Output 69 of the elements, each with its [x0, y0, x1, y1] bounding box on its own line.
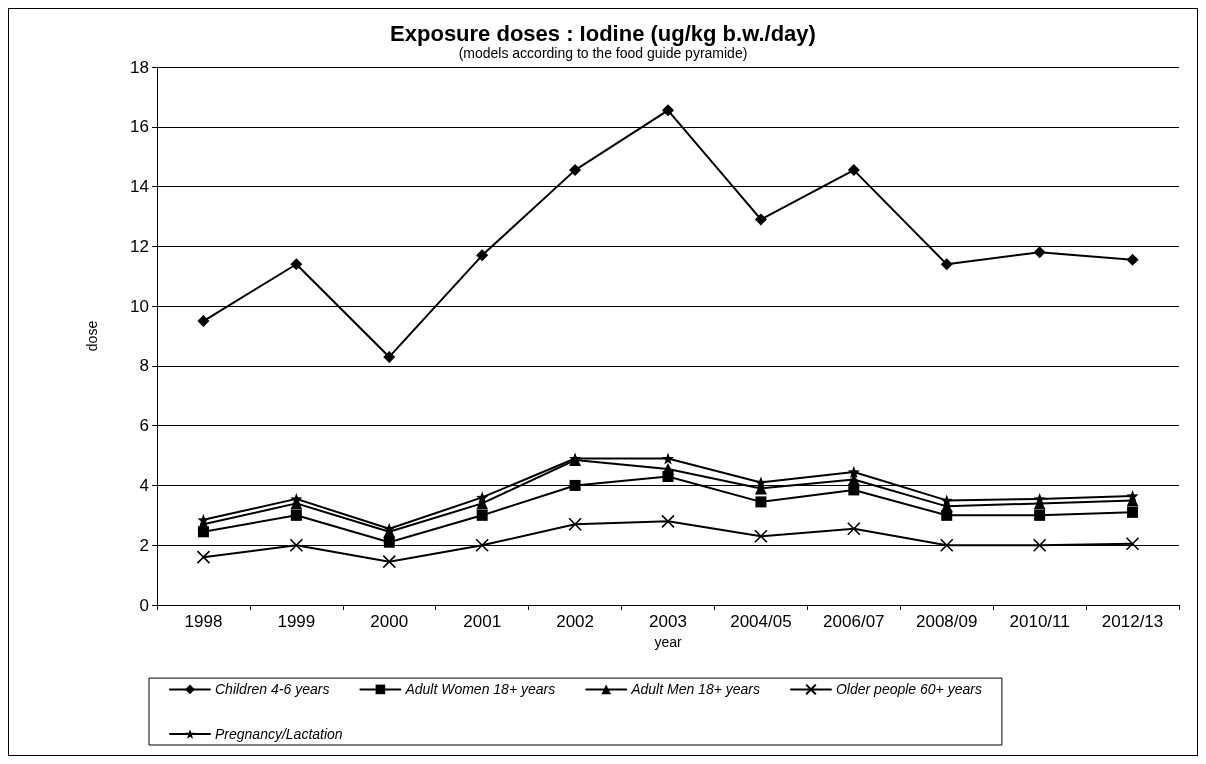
point — [755, 496, 767, 508]
point — [848, 484, 860, 496]
point — [1127, 506, 1139, 518]
point — [1126, 489, 1139, 502]
point — [939, 538, 954, 553]
point — [476, 491, 489, 504]
point — [847, 521, 861, 536]
x-tick-label: 1999 — [277, 612, 316, 631]
point — [662, 104, 674, 117]
point — [661, 514, 675, 529]
point — [383, 536, 395, 548]
point — [568, 517, 582, 532]
legend-label: Adult Women 18+ years — [404, 681, 556, 698]
point — [1126, 253, 1139, 266]
point — [289, 538, 304, 553]
legend-label: Children 4-6 years — [215, 681, 330, 698]
point — [475, 538, 489, 553]
chart-title: Exposure doses : Iodine (ug/kg b.w./day) — [390, 20, 816, 46]
x-tick-label: 2012/13 — [1101, 612, 1164, 631]
x-tick-label: 2001 — [463, 612, 502, 631]
point — [290, 258, 303, 271]
chart-subtitle: (models according to the food guide pyramide) — [458, 45, 748, 61]
y-tick-label: 6 — [139, 416, 149, 436]
x-tick-label: 1998 — [184, 612, 223, 631]
point — [383, 350, 396, 363]
point — [476, 509, 488, 521]
point — [1125, 536, 1140, 551]
y-axis-title: dose — [84, 320, 100, 352]
y-tick-label: 18 — [130, 57, 149, 77]
point — [1032, 538, 1047, 553]
y-tick-label: 4 — [139, 475, 149, 495]
point — [1033, 492, 1046, 505]
point — [382, 554, 397, 569]
point — [940, 494, 953, 507]
point — [754, 213, 767, 226]
y-tick-label: 8 — [139, 356, 149, 376]
point — [569, 164, 582, 177]
x-tick-label: 2008/09 — [916, 612, 978, 631]
y-tick-label: 16 — [130, 117, 149, 137]
point — [290, 492, 303, 505]
x-tick-label: 2010/11 — [1009, 612, 1070, 631]
y-tick-label: 0 — [139, 595, 149, 615]
y-tick-label: 14 — [130, 177, 149, 197]
point — [847, 465, 860, 478]
point — [569, 479, 581, 491]
point — [290, 509, 302, 521]
point — [1033, 246, 1046, 259]
legend-label: Adult Men 18+ years — [630, 681, 760, 698]
x-tick-label: 2003 — [649, 612, 687, 631]
x-tick-label: 2000 — [370, 612, 409, 631]
point — [197, 513, 210, 526]
point — [662, 463, 674, 476]
point — [196, 550, 211, 564]
x-tick-label: 2006/07 — [823, 612, 885, 631]
legend-label: Pregnancy/Lactation — [215, 726, 343, 742]
point — [197, 315, 210, 328]
point — [847, 164, 860, 177]
y-tick-label: 12 — [130, 236, 149, 256]
point — [940, 258, 953, 271]
y-tick-label: 10 — [130, 296, 149, 316]
x-tick-label: 2004/05 — [730, 612, 792, 631]
y-tick-label: 2 — [139, 535, 149, 555]
point — [754, 529, 768, 544]
legend-label: Older people 60+ years — [835, 681, 982, 698]
point — [662, 452, 674, 465]
point — [1034, 509, 1046, 521]
x-axis-title: year — [654, 634, 682, 650]
x-tick-label: 2002 — [556, 612, 594, 631]
point — [476, 249, 489, 262]
